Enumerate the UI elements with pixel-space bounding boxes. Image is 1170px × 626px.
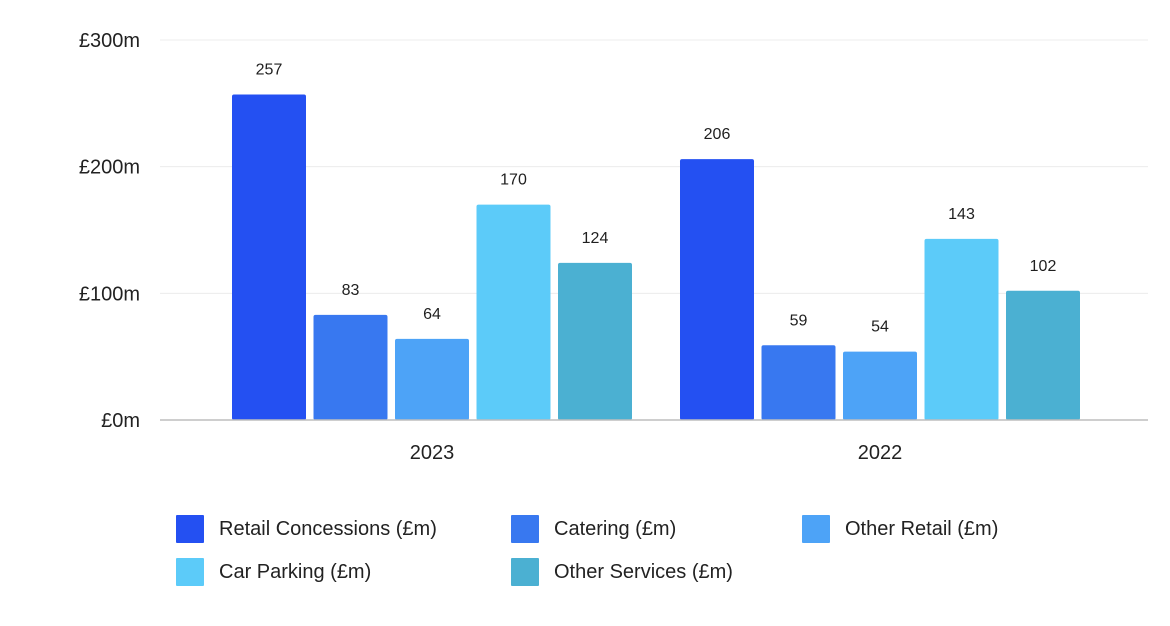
bar-value-label: 124: [582, 230, 609, 247]
bar-value-label: 257: [256, 61, 283, 78]
legend: Retail Concessions (£m) Catering (£m) Ot…: [176, 512, 1076, 602]
legend-label-car-parking: Car Parking (£m): [219, 560, 372, 583]
legend-label-catering: Catering (£m): [554, 517, 677, 540]
y-tick-label: £300m: [79, 30, 140, 52]
bars: [232, 94, 1080, 421]
bar-value-label: 64: [423, 306, 441, 323]
legend-label-retail-concessions: Retail Concessions (£m): [219, 517, 437, 540]
legend-item-car-parking: Car Parking (£m): [176, 555, 371, 589]
y-tick-label: £200m: [79, 157, 140, 179]
legend-swatch-other-retail: [802, 515, 830, 543]
legend-item-catering: Catering (£m): [511, 512, 676, 546]
y-tick-label: £100m: [79, 283, 140, 305]
x-category-label: 2022: [858, 442, 903, 464]
legend-swatch-other-services: [511, 558, 539, 586]
bar: [232, 94, 306, 420]
bar-value-label: 83: [342, 282, 360, 299]
bar: [476, 204, 551, 420]
bar: [313, 314, 388, 420]
axes: £0m £100m £200m £300m 2023 2022: [79, 30, 1148, 464]
bar: [1006, 290, 1080, 420]
bar: [680, 159, 754, 421]
bar: [558, 262, 632, 420]
legend-swatch-car-parking: [176, 558, 204, 586]
legend-item-retail-concessions: Retail Concessions (£m): [176, 512, 437, 546]
legend-label-other-services: Other Services (£m): [554, 560, 733, 583]
legend-label-other-retail: Other Retail (£m): [845, 517, 999, 540]
bar: [395, 338, 469, 420]
bar-value-label: 54: [871, 319, 889, 336]
bar-value-label: 206: [704, 126, 731, 143]
data-labels: 257 83 64 170 124 206 59 54 143 102: [256, 61, 1057, 335]
legend-item-other-services: Other Services (£m): [511, 555, 733, 589]
bar-value-label: 102: [1030, 258, 1057, 275]
legend-item-other-retail: Other Retail (£m): [802, 512, 998, 546]
bar-value-label: 170: [500, 172, 527, 189]
bar-value-label: 59: [790, 312, 808, 329]
grid-lines: [160, 39, 1148, 294]
bar-chart: 257 83 64 170 124 206 59 54 143 102 £0m £100m £200m…: [79, 30, 1148, 464]
x-category-label: 2023: [410, 442, 455, 464]
legend-swatch-retail-concessions: [176, 515, 204, 543]
bar: [843, 351, 917, 420]
bar: [924, 238, 999, 420]
legend-swatch-catering: [511, 515, 539, 543]
y-tick-label: £0m: [101, 410, 140, 432]
bar-value-label: 143: [948, 206, 975, 223]
bar: [761, 345, 836, 420]
